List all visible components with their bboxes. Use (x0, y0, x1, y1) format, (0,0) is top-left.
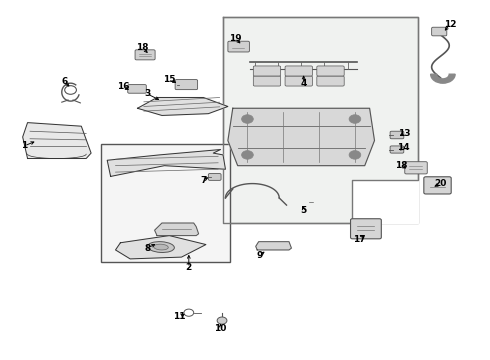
Bar (101, 144, 230, 262)
Polygon shape (352, 180, 418, 223)
FancyBboxPatch shape (208, 174, 221, 180)
Text: 5: 5 (300, 206, 307, 215)
Polygon shape (256, 242, 292, 250)
Text: 10: 10 (215, 324, 227, 333)
Text: 7: 7 (200, 176, 207, 185)
FancyBboxPatch shape (128, 85, 147, 93)
Text: 17: 17 (353, 235, 366, 244)
Ellipse shape (154, 244, 168, 250)
Text: 6: 6 (61, 77, 67, 86)
FancyBboxPatch shape (135, 50, 155, 60)
FancyBboxPatch shape (317, 66, 344, 76)
Text: 20: 20 (434, 179, 446, 188)
Polygon shape (107, 149, 225, 176)
Polygon shape (228, 108, 374, 166)
Polygon shape (116, 235, 206, 259)
Text: 15: 15 (163, 75, 175, 84)
Wedge shape (431, 74, 455, 83)
Text: 18: 18 (136, 43, 148, 52)
Text: 2: 2 (186, 264, 192, 273)
Text: 18: 18 (395, 161, 408, 170)
Polygon shape (155, 223, 198, 235)
Text: 13: 13 (397, 129, 410, 138)
FancyBboxPatch shape (390, 131, 404, 139)
Circle shape (349, 115, 361, 123)
FancyBboxPatch shape (228, 41, 249, 52)
Circle shape (349, 150, 361, 159)
Text: 8: 8 (144, 244, 150, 253)
FancyBboxPatch shape (285, 66, 313, 76)
Text: 19: 19 (229, 34, 242, 43)
Circle shape (242, 150, 253, 159)
Text: 16: 16 (117, 82, 129, 91)
FancyBboxPatch shape (432, 27, 447, 36)
Text: 14: 14 (397, 143, 410, 152)
Text: 11: 11 (173, 312, 185, 321)
FancyBboxPatch shape (405, 162, 427, 174)
Text: 1: 1 (21, 141, 27, 150)
Ellipse shape (147, 242, 174, 252)
FancyBboxPatch shape (223, 17, 418, 223)
FancyBboxPatch shape (253, 66, 281, 76)
FancyBboxPatch shape (390, 146, 404, 153)
Text: 9: 9 (256, 251, 263, 260)
FancyBboxPatch shape (350, 219, 381, 239)
Text: 12: 12 (444, 19, 457, 28)
Circle shape (242, 115, 253, 123)
FancyBboxPatch shape (317, 76, 344, 86)
FancyBboxPatch shape (253, 76, 281, 86)
FancyBboxPatch shape (285, 76, 313, 86)
FancyBboxPatch shape (175, 80, 197, 90)
Text: 3: 3 (144, 89, 150, 98)
Text: 4: 4 (300, 79, 307, 88)
Polygon shape (23, 123, 91, 158)
Polygon shape (138, 98, 228, 116)
FancyBboxPatch shape (424, 177, 451, 194)
Circle shape (217, 317, 227, 324)
